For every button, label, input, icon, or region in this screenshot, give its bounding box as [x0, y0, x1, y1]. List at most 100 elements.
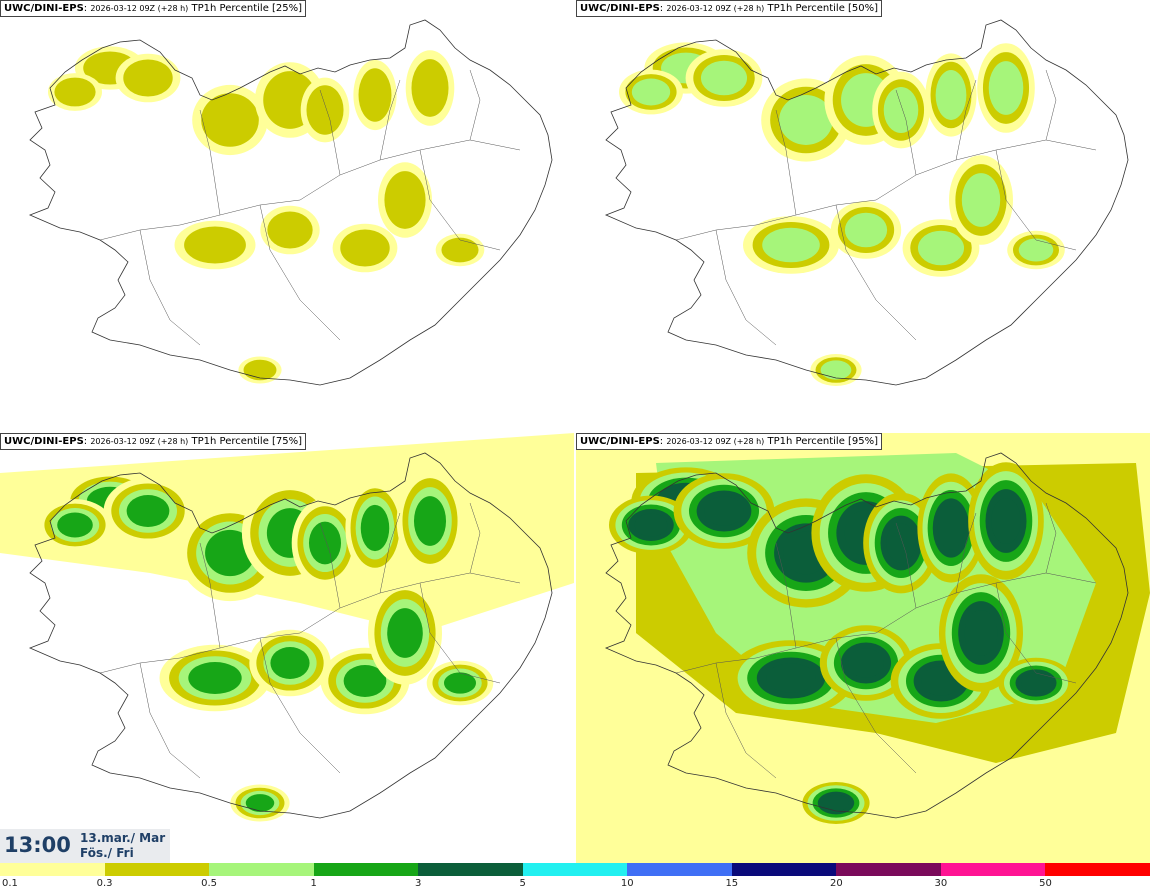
run-time: 2026-03-12 09Z (+28 h)	[666, 4, 765, 13]
coastline	[28, 19, 553, 386]
precip-cell	[443, 672, 477, 694]
map-canvas	[0, 433, 574, 822]
legend-swatch	[418, 863, 524, 876]
precip-cell	[340, 229, 390, 267]
model-name: UWC/DINI-EPS	[4, 3, 84, 14]
precip-cell	[126, 494, 170, 528]
legend-tick-label: 0.1	[2, 878, 18, 889]
precip-cell	[991, 498, 1021, 544]
precip-cell	[961, 173, 1001, 227]
model-name: UWC/DINI-EPS	[4, 436, 84, 447]
precip-cell	[413, 496, 447, 546]
precip-cell	[988, 61, 1024, 115]
legend-tick-label: 10	[620, 878, 634, 889]
legend-swatch	[522, 863, 629, 876]
precip-cell	[411, 59, 449, 117]
legend-tick-label: 0.3	[96, 878, 113, 889]
panel-title: UWC/DINI-EPS: 2026-03-12 09Z (+28 h) TP1…	[576, 433, 883, 450]
panel-title: UWC/DINI-EPS: 2026-03-12 09Z (+28 h) TP1…	[0, 433, 307, 450]
precip-cell	[704, 496, 744, 526]
legend-swatch	[1045, 863, 1150, 876]
field-name: TP1h Percentile [50%]	[767, 3, 879, 14]
map-canvas	[28, 19, 553, 386]
precip-cell	[184, 226, 246, 264]
run-time: 2026-03-12 09Z (+28 h)	[666, 437, 765, 446]
model-name: UWC/DINI-EPS	[580, 436, 660, 447]
legend-swatch	[209, 863, 315, 876]
legend-tick-label: 3	[414, 878, 422, 889]
precip-cell	[822, 794, 850, 812]
map-panel-25: UWC/DINI-EPS: 2026-03-12 09Z (+28 h) TP1…	[0, 0, 574, 430]
legend-swatch	[731, 863, 838, 876]
precip-cell	[631, 78, 671, 106]
road-network	[675, 502, 1097, 779]
map-canvas	[604, 19, 1129, 386]
field-name: TP1h Percentile [75%]	[191, 436, 303, 447]
coastline	[604, 452, 1129, 819]
precip-cell	[766, 663, 816, 693]
model-name: UWC/DINI-EPS	[580, 3, 660, 14]
run-time: 2026-03-12 09Z (+28 h)	[90, 437, 189, 446]
precip-cell	[886, 523, 916, 563]
run-time: 2026-03-12 09Z (+28 h)	[90, 4, 189, 13]
precip-cell	[384, 171, 426, 229]
legend-swatch	[0, 863, 106, 876]
map-panel-75: UWC/DINI-EPS: 2026-03-12 09Z (+28 h) TP1…	[0, 433, 574, 863]
legend-tick-label: 0.5	[201, 878, 218, 889]
precip-cell	[964, 610, 998, 656]
precip-cell	[267, 211, 313, 249]
map-panel-95: UWC/DINI-EPS: 2026-03-12 09Z (+28 h) TP1…	[576, 433, 1150, 863]
precip-cell	[243, 359, 277, 381]
precip-cell	[847, 648, 885, 678]
panel-title: UWC/DINI-EPS: 2026-03-12 09Z (+28 h) TP1…	[0, 0, 307, 17]
precip-cell	[935, 70, 967, 120]
road-network	[99, 502, 521, 779]
legend-tick-label: 50	[1039, 878, 1052, 889]
precip-cell	[308, 521, 342, 565]
legend-swatch	[627, 863, 733, 876]
precip-cell	[205, 529, 255, 577]
precip-cell	[820, 360, 852, 380]
precip-cell	[188, 661, 242, 695]
precip-cell	[779, 95, 833, 145]
precip-cell	[844, 212, 888, 248]
color-legend: 0.1 0.3 0.5 1 3 5 10 15 20 30 50	[0, 863, 1150, 891]
legend-tick-label: 5	[519, 878, 526, 889]
legend-swatch	[313, 863, 420, 876]
field-name: TP1h Percentile [25%]	[191, 3, 303, 14]
precip-cell	[634, 513, 668, 537]
road-network	[675, 69, 1097, 346]
legend-tick-label: 1	[310, 878, 317, 889]
precip-cell	[1021, 673, 1051, 693]
precip-cell	[917, 230, 965, 266]
precip-cell	[343, 664, 387, 698]
precip-cell	[387, 608, 423, 658]
precip-cell	[358, 68, 392, 122]
valid-date-line: 13.mar./ Mar	[80, 831, 166, 845]
precip-cell	[57, 512, 93, 538]
coastline	[28, 452, 553, 819]
precip-cell	[1018, 238, 1054, 262]
field-name: TP1h Percentile [95%]	[767, 436, 879, 447]
precip-cell	[270, 646, 310, 680]
legend-tick-label: 20	[829, 878, 843, 889]
coastline	[604, 19, 1129, 386]
precip-cell	[123, 59, 173, 97]
legend-swatch	[940, 863, 1047, 876]
precip-cell	[360, 504, 390, 552]
precip-cell	[245, 794, 275, 812]
valid-date: 13.mar./ Mar Fös./ Fri	[80, 831, 165, 861]
precip-cell	[762, 227, 820, 263]
precip-cell	[700, 60, 748, 96]
map-canvas	[576, 433, 1150, 863]
precip-cell	[441, 237, 479, 263]
legend-swatch	[836, 863, 942, 876]
map-panel-50: UWC/DINI-EPS: 2026-03-12 09Z (+28 h) TP1…	[576, 0, 1150, 430]
legend-tick-label: 15	[725, 878, 739, 889]
road-network	[99, 69, 521, 346]
valid-time-box: 13:00 13.mar./ Mar Fös./ Fri	[0, 829, 170, 863]
precip-cell	[306, 85, 344, 135]
precip-cell	[201, 93, 259, 147]
precip-cell	[54, 77, 96, 107]
precip-cell	[883, 86, 919, 134]
